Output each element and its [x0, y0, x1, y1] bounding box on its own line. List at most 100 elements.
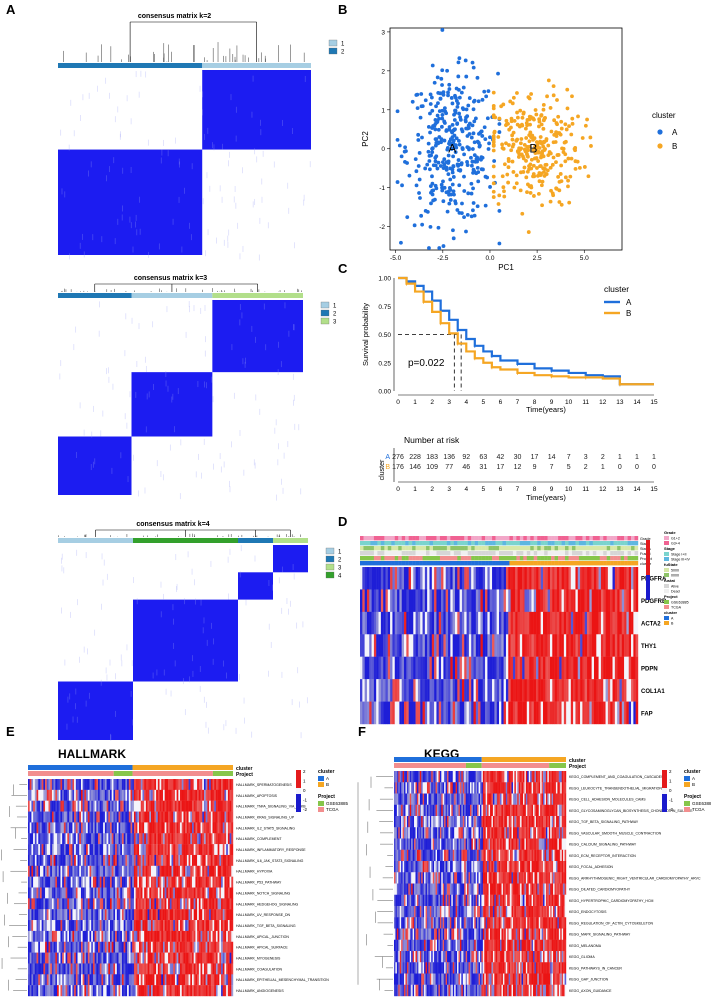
heat-cell — [626, 634, 629, 657]
heat-cell — [29, 974, 32, 986]
heat-cell — [125, 963, 128, 975]
heat-cell — [543, 634, 546, 657]
scatter-point — [506, 165, 511, 170]
heat-cell — [552, 611, 555, 635]
heat-cell — [139, 876, 141, 888]
heat-cell — [171, 854, 174, 866]
x-tick-label: 0.0 — [485, 255, 494, 262]
heat-cell — [200, 898, 203, 910]
heat-cell — [596, 656, 599, 680]
heat-cell — [180, 920, 182, 932]
heat-cell — [526, 567, 530, 590]
scatter-point — [566, 178, 570, 183]
heat-cell — [125, 865, 128, 877]
scatter-point — [456, 168, 461, 173]
heat-cell — [221, 844, 223, 856]
scatter-point — [445, 209, 450, 214]
annotation-cell — [495, 561, 500, 566]
heat-cell — [101, 833, 104, 845]
heat-cell — [57, 909, 59, 921]
heat-cell — [494, 656, 497, 680]
consensus-noise — [212, 658, 214, 665]
legend-label: B — [672, 142, 677, 151]
heat-cell — [543, 656, 546, 680]
heat-cell — [219, 811, 222, 823]
scatter-point — [441, 199, 446, 204]
scatter-point — [439, 182, 444, 187]
heat-cell — [36, 898, 39, 910]
heat-cell — [626, 589, 629, 613]
heat-cell — [149, 876, 152, 888]
heat-cell — [159, 963, 162, 975]
annotation-cell — [464, 541, 468, 546]
heat-cell — [231, 952, 234, 964]
heat-cell — [58, 800, 61, 812]
heat-cell — [152, 844, 155, 856]
heat-cell — [142, 930, 145, 942]
heat-cell — [531, 567, 534, 590]
heat-cell — [619, 611, 622, 635]
x-tick-label: 7 — [516, 399, 520, 406]
annotation-cell — [599, 546, 604, 551]
heat-cell — [33, 941, 36, 953]
heat-cell — [614, 634, 618, 657]
heat-cell — [210, 876, 213, 888]
heat-cell — [424, 656, 428, 680]
annotation-cell — [460, 551, 465, 556]
heat-cell — [410, 567, 414, 590]
heat-cell — [111, 811, 114, 823]
heat-cell — [376, 679, 379, 702]
consensus-noise — [103, 559, 105, 566]
annotation-cell — [481, 561, 486, 566]
heat-cell — [38, 876, 41, 888]
heat-cell — [139, 963, 141, 975]
heat-cell — [91, 920, 94, 932]
scatter-point — [470, 147, 475, 151]
heat-cell — [79, 779, 82, 791]
heat-cell — [92, 789, 95, 801]
heat-cell — [222, 920, 225, 932]
annotation-cell — [603, 546, 607, 551]
scatter-point — [536, 191, 541, 196]
heat-cell — [63, 974, 66, 986]
legend-label: G3+4 — [671, 541, 680, 545]
heat-cell — [424, 611, 428, 635]
annotation-cell — [471, 551, 475, 556]
heat-cell — [149, 963, 152, 975]
heat-cell — [176, 941, 179, 953]
heat-cell — [77, 909, 80, 921]
scatter-point — [491, 164, 496, 169]
heat-cell — [137, 963, 140, 975]
consensus-noise — [130, 690, 132, 697]
scatter-point — [538, 135, 543, 139]
heat-cell — [94, 833, 97, 845]
consensus-noise — [61, 607, 62, 614]
heat-cell — [628, 701, 632, 725]
y-tick-label: 2 — [381, 68, 385, 75]
annotation-cell — [523, 551, 527, 556]
heat-cell — [190, 898, 193, 910]
heat-cell — [157, 789, 160, 801]
heat-cell — [156, 930, 159, 942]
heat-cell — [174, 876, 177, 888]
heat-cell — [222, 854, 225, 866]
annotation-cell — [592, 541, 597, 546]
annotation-cell — [516, 546, 521, 551]
heat-cell — [200, 952, 203, 964]
heat-cell — [29, 920, 32, 932]
heat-cell — [198, 833, 201, 845]
heat-cell — [431, 701, 435, 725]
risk-value: 109 — [426, 464, 438, 471]
heat-cell — [482, 567, 486, 590]
heat-cell — [159, 887, 162, 899]
consensus-noise — [130, 222, 132, 229]
heat-cell — [123, 844, 126, 856]
heat-cell — [123, 822, 126, 834]
heat-cell — [192, 963, 194, 975]
consensus-noise — [120, 654, 122, 661]
heat-cell — [154, 952, 157, 964]
heat-cell — [404, 656, 407, 680]
heat-cell — [222, 963, 225, 975]
annotation-cell — [613, 551, 618, 556]
x-axis-title: PC1 — [498, 263, 514, 272]
